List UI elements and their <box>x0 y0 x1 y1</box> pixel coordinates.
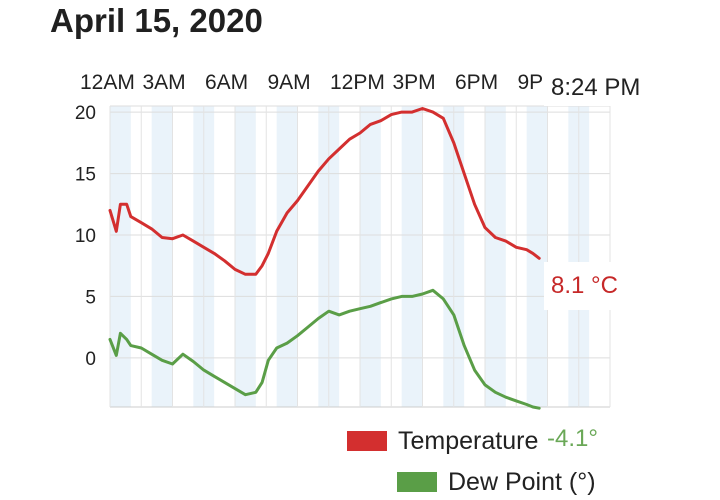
hour-band <box>360 106 381 407</box>
cursor-time-label: 8:24 PM <box>551 74 640 101</box>
y-tick-label: 0 <box>85 349 96 370</box>
x-tick-label: 12AM <box>80 71 135 94</box>
legend-temperature-label: Temperature <box>398 427 538 455</box>
hour-band <box>276 106 298 407</box>
y-axis-ticks: 0 5 10 15 20 <box>75 103 96 370</box>
dew-point-line <box>108 288 541 410</box>
y-tick-label: 5 <box>85 287 96 308</box>
hour-band <box>485 106 506 407</box>
legend-dew-point-swatch <box>397 472 437 492</box>
cursor-dew-point-label: -4.1° <box>547 425 598 452</box>
x-tick-label: 6PM <box>455 71 498 94</box>
page-title: April 15, 2020 <box>50 2 263 39</box>
cursor-dew-bg <box>550 420 612 454</box>
hour-band <box>110 106 131 407</box>
x-tick-label: 3PM <box>393 71 436 94</box>
hour-band <box>401 106 423 407</box>
cursor-time-bg <box>544 66 664 106</box>
cursor-temp-bg <box>544 262 630 310</box>
hour-band <box>235 106 256 407</box>
hour-band <box>151 106 173 407</box>
cursor-temperature-label: 8.1 °C <box>551 272 618 299</box>
chart-gridlines <box>109 105 611 408</box>
hour-shading-bands <box>110 106 590 407</box>
series-lines <box>108 107 541 410</box>
temperature-line <box>108 107 541 276</box>
x-tick-label: 12PM <box>330 71 385 94</box>
y-tick-label: 10 <box>75 226 96 247</box>
x-tick-label: 3AM <box>143 71 186 94</box>
y-tick-label: 20 <box>75 103 96 124</box>
x-tick-label: 9AM <box>268 71 311 94</box>
x-tick-label: 6AM <box>205 71 248 94</box>
legend-temperature-swatch <box>347 431 387 451</box>
legend-dew-point-label: Dew Point (°) <box>448 468 596 496</box>
y-tick-label: 15 <box>75 165 96 186</box>
